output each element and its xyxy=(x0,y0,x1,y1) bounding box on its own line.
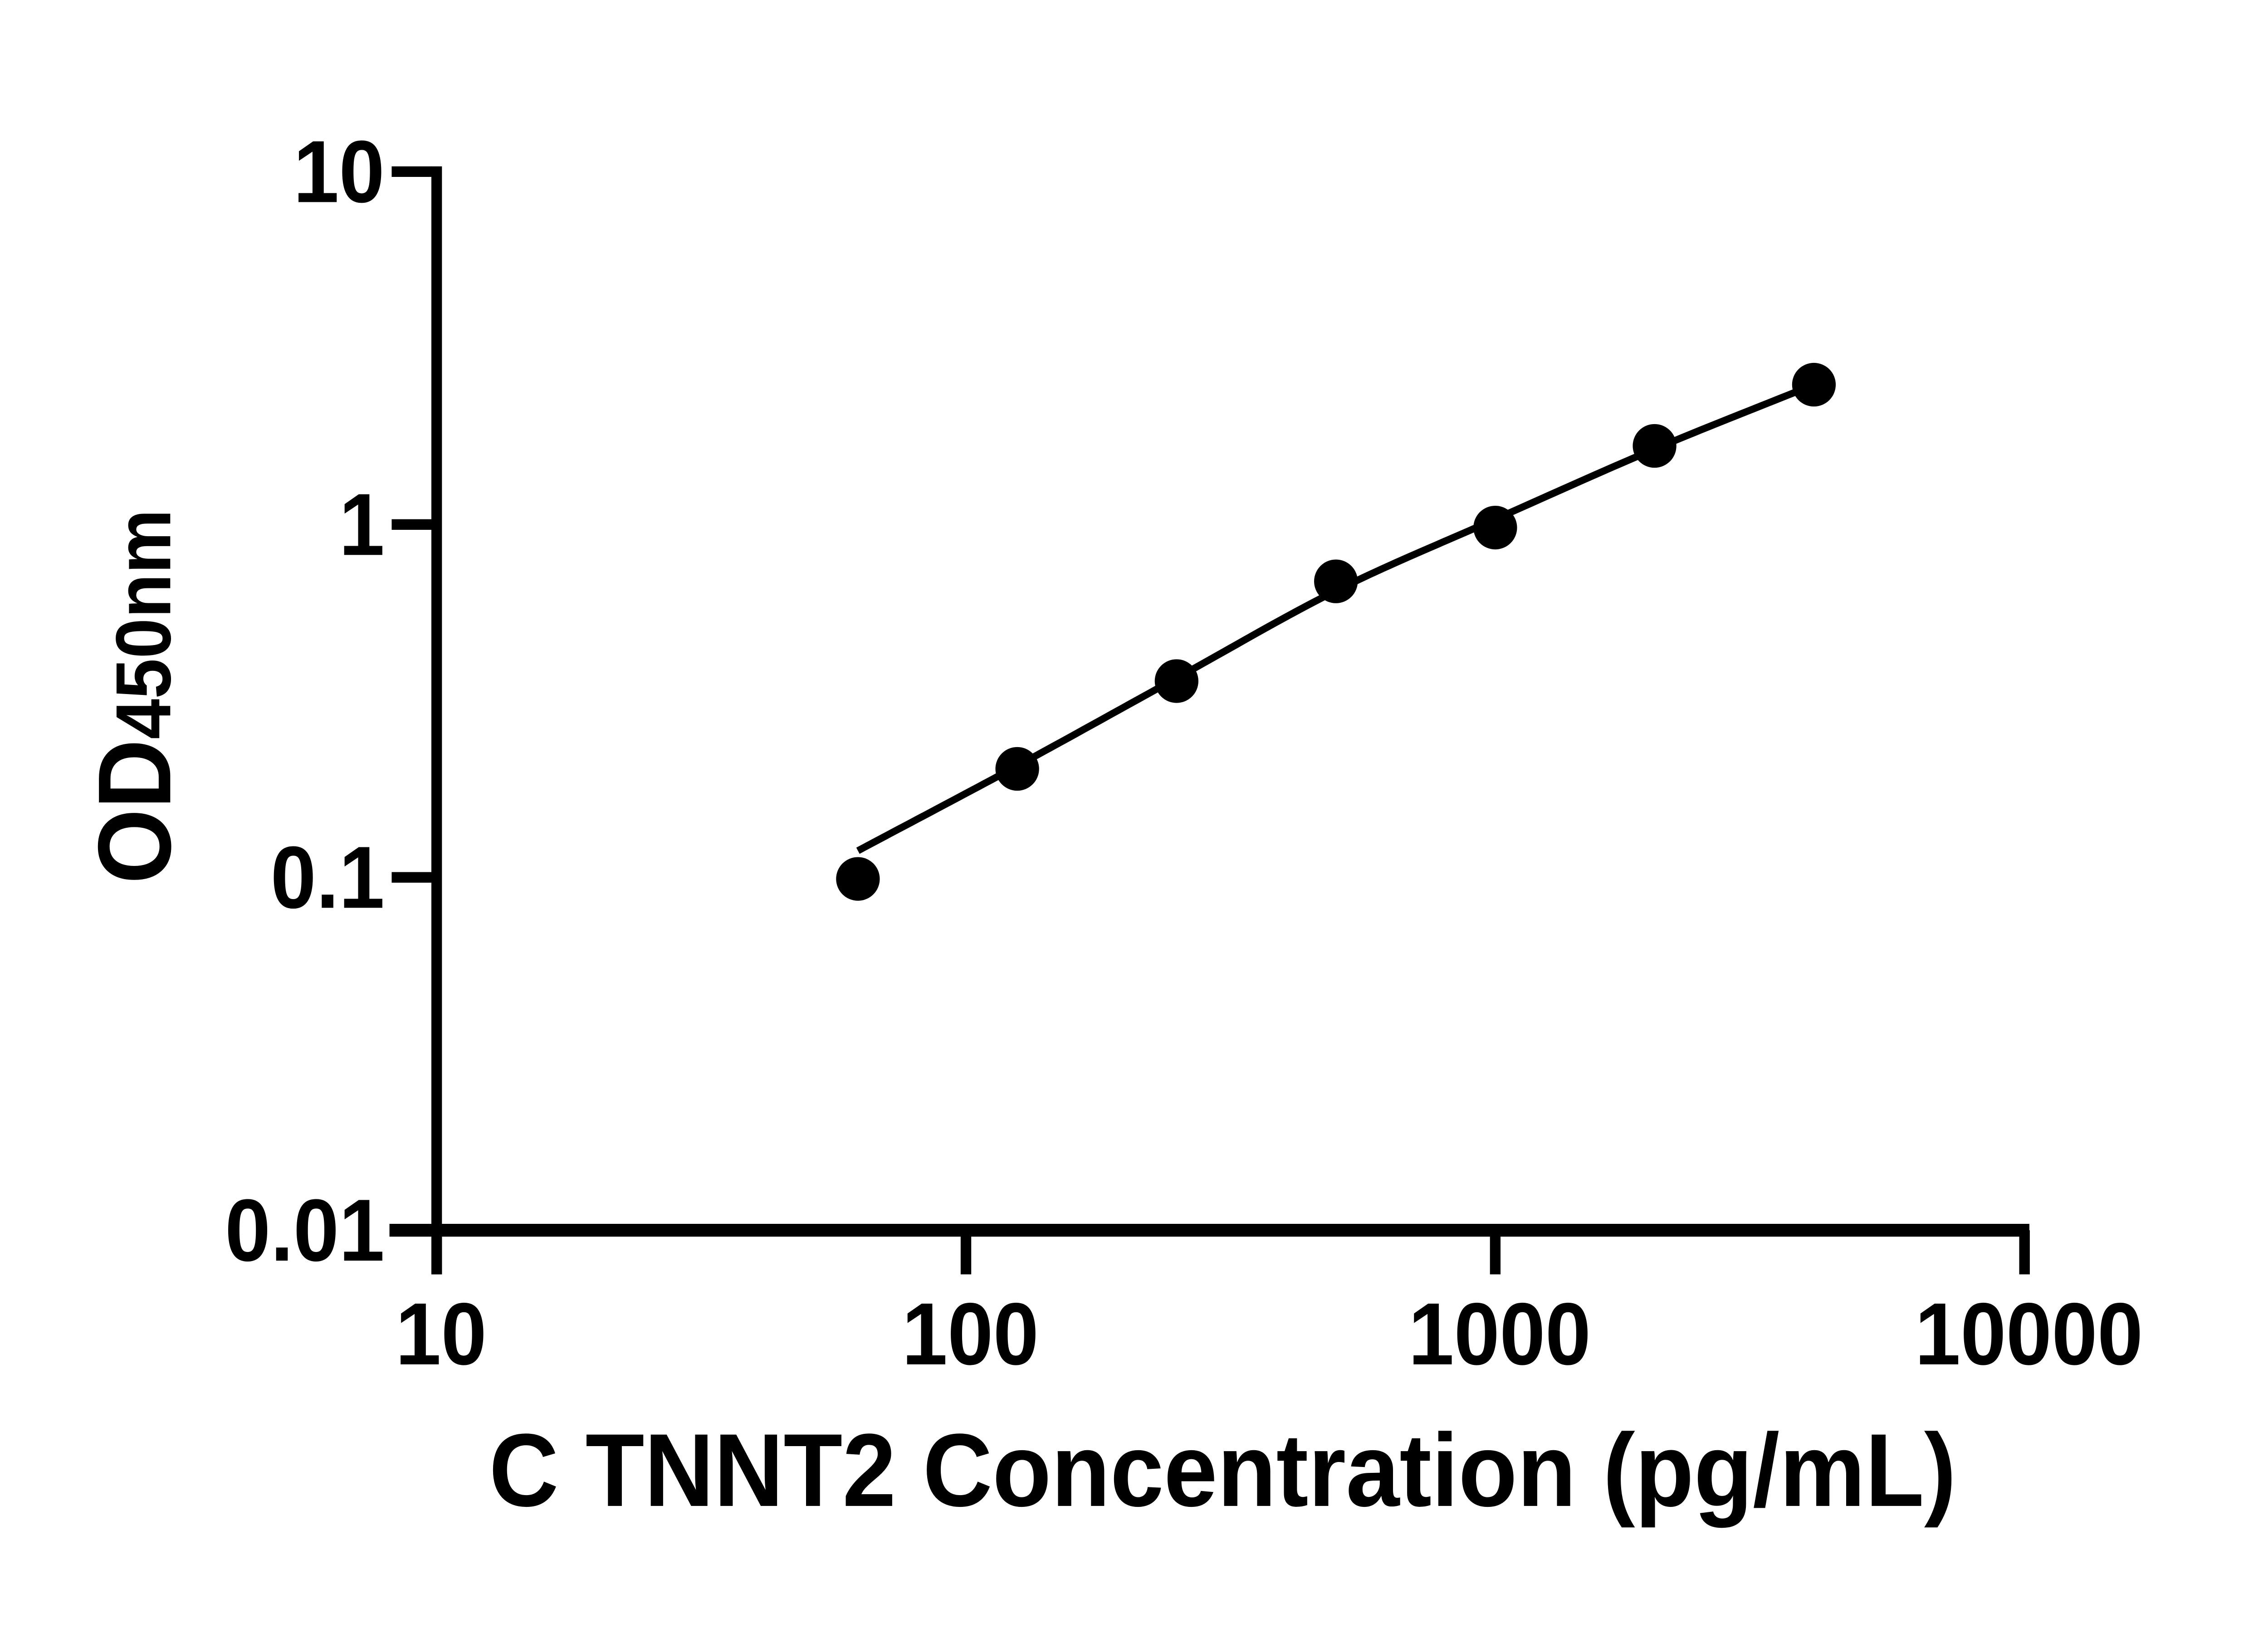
x-axis-title: C TNNT2 Concentration (pg/mL) xyxy=(489,1413,1956,1528)
data-point xyxy=(1792,362,1836,407)
y-axis-title: OD450nm xyxy=(77,509,192,884)
data-point xyxy=(1633,424,1677,468)
axes xyxy=(389,166,2029,1275)
x-tick-label: 1000 xyxy=(1408,1285,1591,1384)
data-point xyxy=(995,747,1039,791)
x-tick-labels: 10 100 1000 10000 xyxy=(396,1285,2143,1384)
x-tick-label: 100 xyxy=(902,1285,1039,1384)
y-tick-label: 0.1 xyxy=(270,828,384,927)
data-point xyxy=(1154,659,1198,703)
y-tick-labels: 10 1 0.1 0.01 xyxy=(225,122,385,1280)
y-tick-label: 1 xyxy=(339,475,385,574)
y-tick-label: 10 xyxy=(293,122,385,221)
y-axis-title-base: OD xyxy=(77,739,192,884)
tick-marks xyxy=(391,166,2030,1275)
y-tick-label: 0.01 xyxy=(225,1181,385,1280)
y-axis-title-sub: 450nm xyxy=(100,509,187,739)
x-tick-label: 10000 xyxy=(1915,1285,2143,1384)
data-point xyxy=(1473,505,1517,550)
data-point xyxy=(836,857,880,901)
data-point xyxy=(1314,559,1358,603)
data-points xyxy=(836,362,1836,901)
x-tick-label: 10 xyxy=(396,1285,487,1384)
